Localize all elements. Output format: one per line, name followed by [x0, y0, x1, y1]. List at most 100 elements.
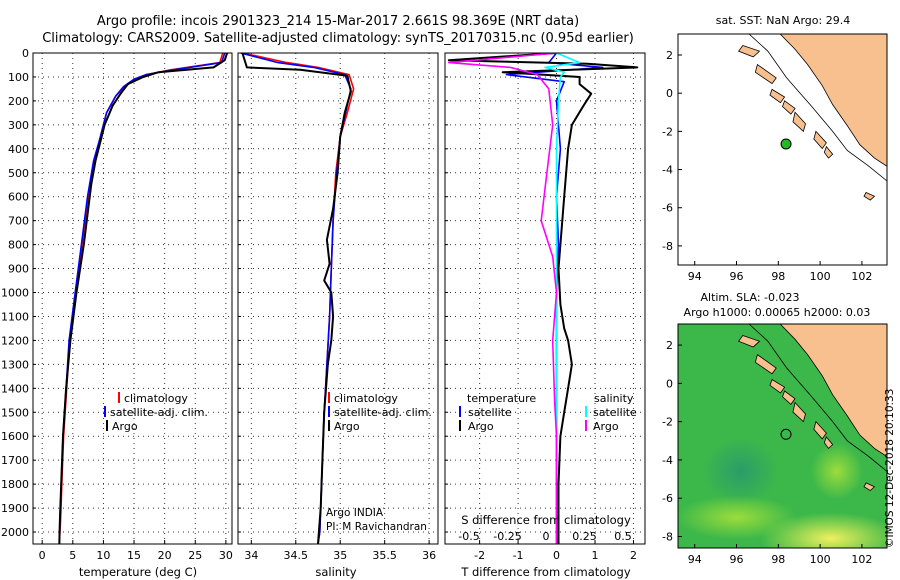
pi-label: PI: M Ravichandran — [326, 521, 427, 533]
temperature-xtick-label: 5 — [69, 549, 76, 562]
legend-t-argo-label: Argo — [468, 420, 494, 433]
sst-map-title: sat. SST: NaN Argo: 29.4 — [716, 14, 850, 27]
sla-map-title-line2: Argo h1000: 0.00065 h2000: 0.03 — [684, 306, 871, 319]
island — [863, 191, 876, 201]
legend-argo-swatch — [328, 420, 330, 431]
island — [754, 353, 777, 375]
sst-map: 94 96 98 100 102 2 0 -2 -4 -6 -8 — [662, 33, 888, 283]
depth-tick-label: 1900 — [1, 502, 29, 515]
map-sst-content — [737, 34, 887, 201]
legend-argo-label: Argo — [112, 420, 138, 433]
legend-climatology-label: climatology — [334, 392, 398, 405]
map-xtick-label: 100 — [810, 553, 831, 566]
s-diff-tick-label: -0.25 — [493, 530, 521, 543]
island — [769, 88, 786, 104]
imos-stamp: ©IMOS 12-Dec-2018 20:10:33 — [884, 389, 896, 548]
island — [737, 335, 761, 348]
island — [792, 401, 806, 423]
depth-axis-labels: 0 100 200 300 400 500 600 700 800 900 1000 1100 1200… — [1, 47, 29, 539]
island — [737, 44, 761, 58]
temperature-series-argo — [58, 53, 229, 544]
island — [823, 145, 834, 159]
map-ytick-label: 0 — [666, 377, 673, 390]
salinity-xtick-label: 35 — [333, 549, 347, 562]
temperature-series-group — [58, 53, 229, 544]
legend-argo-swatch — [106, 420, 108, 431]
island — [782, 100, 796, 115]
s-difference-ticks: -0.5 -0.25 0 0.25 0.5 — [458, 530, 631, 543]
depth-tick-label: 900 — [8, 263, 29, 276]
legend-satellite-swatch — [328, 406, 330, 417]
island — [813, 420, 827, 440]
legend-s-argo-label: Argo — [593, 420, 619, 433]
argo-program-label: Argo INDIA — [326, 507, 384, 519]
legend-climatology-swatch — [328, 392, 330, 403]
map-ytick-label: -4 — [662, 454, 673, 467]
s-diff-tick-label: 0.5 — [614, 530, 632, 543]
argo-position-marker — [780, 428, 792, 440]
s-diff-tick-label: 0 — [543, 530, 550, 543]
temperature-legend: climatology satellite-adj. clim. Argo — [104, 392, 208, 433]
difference-series-s-satellite — [544, 53, 581, 544]
temperature-xtick-label: 0 — [39, 549, 46, 562]
salinity-xtick-label: 35.5 — [372, 549, 397, 562]
salinity-panel: 34 34.5 35 35.5 36 — [237, 52, 439, 562]
map-ytick-label: -2 — [662, 125, 673, 138]
map-sla-content — [678, 324, 887, 548]
sumatra-land — [779, 324, 887, 458]
depth-tick-label: 500 — [8, 167, 29, 180]
map-ytick-label: -6 — [662, 202, 673, 215]
legend-t-satellite-label: satellite — [468, 406, 512, 419]
depth-tick-label: 1400 — [1, 382, 29, 395]
island — [769, 378, 786, 394]
map-sst-frame — [677, 33, 888, 266]
map-ytick-label: 2 — [666, 339, 673, 352]
map-xtick-label: 96 — [730, 270, 744, 283]
legend-argo-label: Argo — [334, 420, 360, 433]
legend-s-argo-swatch — [585, 420, 587, 431]
depth-tick-label: 2000 — [1, 526, 29, 539]
island — [782, 390, 796, 406]
legend-t-argo-swatch — [459, 420, 461, 431]
island — [863, 482, 876, 492]
map-xtick-label: 98 — [771, 270, 785, 283]
depth-tick-label: 1200 — [1, 334, 29, 347]
s-diff-tick-label: 0.25 — [572, 530, 597, 543]
sumatra-land — [779, 34, 887, 167]
difference-series-s-argo — [447, 53, 558, 544]
temperature-series-satellite-adj-clim- — [58, 53, 226, 544]
map-sla-frame — [677, 323, 888, 549]
island — [792, 111, 806, 133]
salinity-xtick-label: 34 — [244, 549, 258, 562]
legend-climatology-label: climatology — [124, 392, 188, 405]
sla-medium-anomaly — [678, 495, 797, 540]
salinity-frame — [237, 52, 439, 545]
sla-low-anomaly — [702, 437, 779, 506]
temperature-xtick-label: 30 — [219, 549, 233, 562]
depth-tick-label: 1000 — [1, 287, 29, 300]
difference-series-t-satellite — [505, 53, 604, 544]
depth-tick-label: 1500 — [1, 406, 29, 419]
difference-series-t-argo — [447, 53, 639, 544]
figure-title-line2: Climatology: CARS2009. Satellite-adjuste… — [42, 31, 634, 46]
depth-tick-label: 1700 — [1, 454, 29, 467]
map-xtick-label: 96 — [730, 553, 744, 566]
sla-map: 94 96 98 100 102 2 0 -2 -4 -6 -8 — [662, 323, 888, 566]
depth-tick-label: 700 — [8, 215, 29, 228]
legend-s-satellite-label: satellite — [593, 406, 637, 419]
temperature-xtick-label: 15 — [127, 549, 141, 562]
shelf-contour — [748, 34, 887, 182]
map-ytick-label: 2 — [666, 49, 673, 62]
figure-title-line1: Argo profile: incois 2901323_214 15-Mar-… — [97, 14, 579, 29]
legend-t-satellite-swatch — [459, 406, 461, 417]
legend-temperature-title: temperature — [467, 392, 536, 405]
map-xtick-label: 94 — [688, 553, 702, 566]
salinity-xlabel: salinity — [315, 565, 356, 579]
salinity-xtick-label: 36 — [422, 549, 436, 562]
temperature-panel: 0 5 10 15 20 25 30 — [32, 52, 233, 562]
map-ytick-label: -8 — [662, 240, 673, 253]
map-ytick-label: -4 — [662, 164, 673, 177]
island — [813, 130, 827, 150]
map-xtick-label: 98 — [771, 553, 785, 566]
